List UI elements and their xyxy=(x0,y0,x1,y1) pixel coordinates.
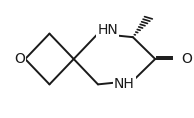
Text: HN: HN xyxy=(97,23,118,37)
Text: O: O xyxy=(181,52,192,66)
Text: NH: NH xyxy=(114,77,134,91)
Text: O: O xyxy=(14,52,25,66)
